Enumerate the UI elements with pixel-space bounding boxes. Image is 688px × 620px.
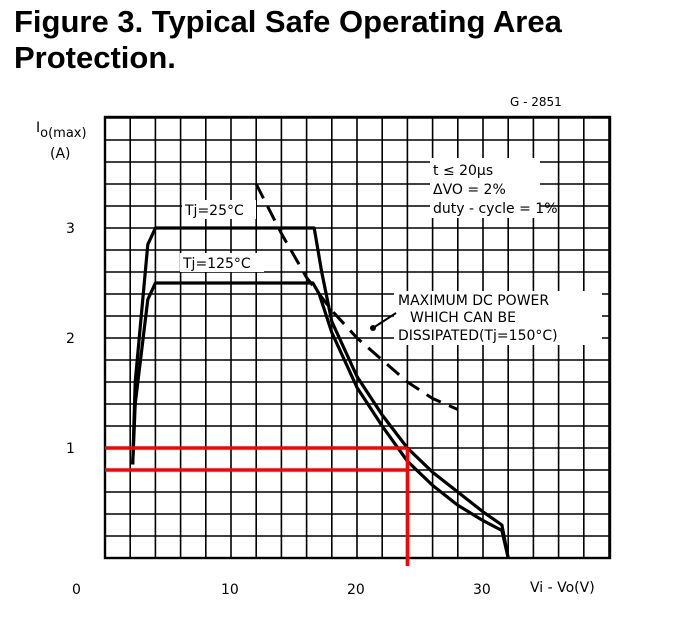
condition-delta-vo: ΔVO = 2%	[433, 182, 506, 198]
plot-frame	[103, 115, 612, 560]
y-tick-label: 2	[66, 331, 75, 347]
figure-code: G - 2851	[510, 95, 562, 109]
y-tick-label: 1	[66, 441, 75, 457]
maxdc-label-line3: DISSIPATED(Tj=150°C)	[398, 328, 558, 344]
series-line-1	[131, 281, 510, 559]
x-tick-label: 30	[473, 582, 491, 598]
maxdc-pointer	[372, 312, 397, 329]
maxdc-label-line1: MAXIMUM DC POWER	[398, 293, 549, 309]
condition-duty-cycle: duty - cycle = 1%	[433, 201, 558, 217]
x-tick-label: 10	[221, 582, 239, 598]
y-axis-label-sub: o(max)	[40, 126, 86, 141]
series-label-tj125: Tj=125°C	[182, 256, 251, 272]
figure-title-line1: Figure 3. Typical Safe Operating Area	[14, 4, 562, 39]
highlight-lines	[105, 446, 410, 566]
series-line-max-dc-power	[254, 183, 459, 411]
figure-title: Figure 3. Typical Safe Operating Area Pr…	[14, 4, 664, 76]
y-axis-label-main: I	[36, 120, 40, 136]
conditions-box	[430, 158, 540, 218]
series	[131, 183, 510, 559]
label-bg-tj25	[182, 200, 256, 219]
x-tick-label: 0	[72, 582, 81, 598]
figure-title-line2: Protection.	[14, 40, 176, 75]
maxdc-pointer-dot	[370, 325, 376, 331]
y-axis-unit: (A)	[50, 146, 71, 162]
series-label-tj25: Tj=25°C	[184, 203, 244, 219]
maxdc-label-box	[394, 291, 602, 345]
condition-time: t ≤ 20µs	[433, 163, 493, 179]
tick-labels: 0 10 20 30 1 2 3	[66, 221, 491, 598]
x-axis-label: Vi - Vo(V)	[530, 580, 595, 596]
y-tick-label: 3	[66, 221, 75, 237]
x-tick-label: 20	[347, 582, 365, 598]
label-bg-tj125	[180, 253, 264, 272]
maxdc-label-line2: WHICH CAN BE	[410, 310, 516, 326]
series-line-0	[131, 226, 510, 559]
y-axis-label: Io(max)	[36, 120, 87, 141]
